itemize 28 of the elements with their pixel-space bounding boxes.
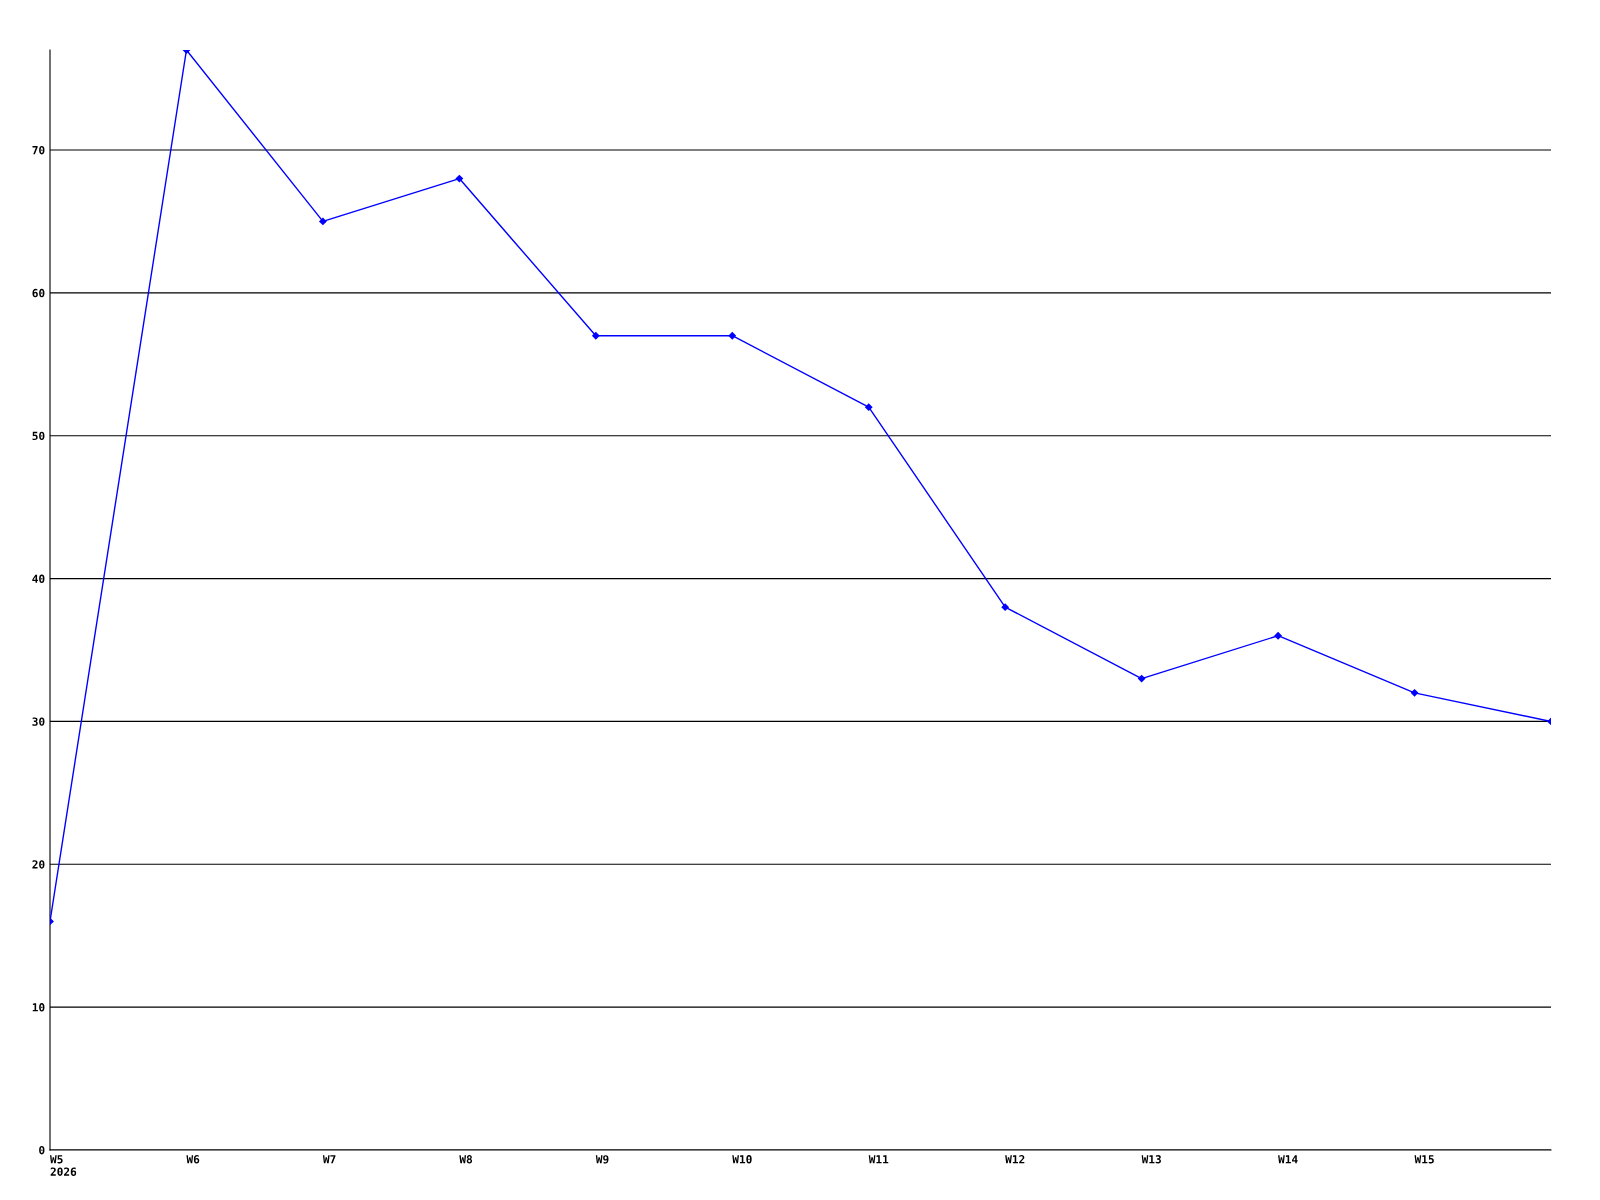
point [865,403,873,411]
x-tick-label: W12 [1005,1155,1025,1164]
x-tick-label: W13 [1141,1155,1161,1164]
y-tick-label: 20 [32,860,45,869]
y-tick-label: 60 [32,288,45,298]
x-tick-label: W11 [868,1155,889,1164]
x-tick-label: W15 [1414,1155,1434,1164]
point [319,217,327,226]
x-tick-label: W8 [459,1155,473,1164]
y-tick-label: 30 [32,717,45,726]
point [1137,674,1146,683]
y-tick-label: 70 [32,145,45,155]
point [728,332,736,340]
point [1274,632,1282,640]
y-tick-label: 10 [32,1003,45,1012]
point [455,174,464,183]
x-tick-label: W6 [186,1155,200,1164]
x-tick-label: W5 2026 [50,1155,77,1176]
point [592,332,600,340]
y-tick-label: 40 [32,574,45,583]
point [1001,603,1009,611]
x-tick-label: W7 [322,1155,336,1164]
y-tick-label: 50 [32,431,45,441]
point [1410,689,1419,697]
y-tick-label: 0 [39,1145,45,1155]
x-tick-label: W9 [595,1155,609,1164]
x-tick-label: W14 [1278,1155,1298,1164]
x-tick-label: W10 [732,1155,752,1164]
